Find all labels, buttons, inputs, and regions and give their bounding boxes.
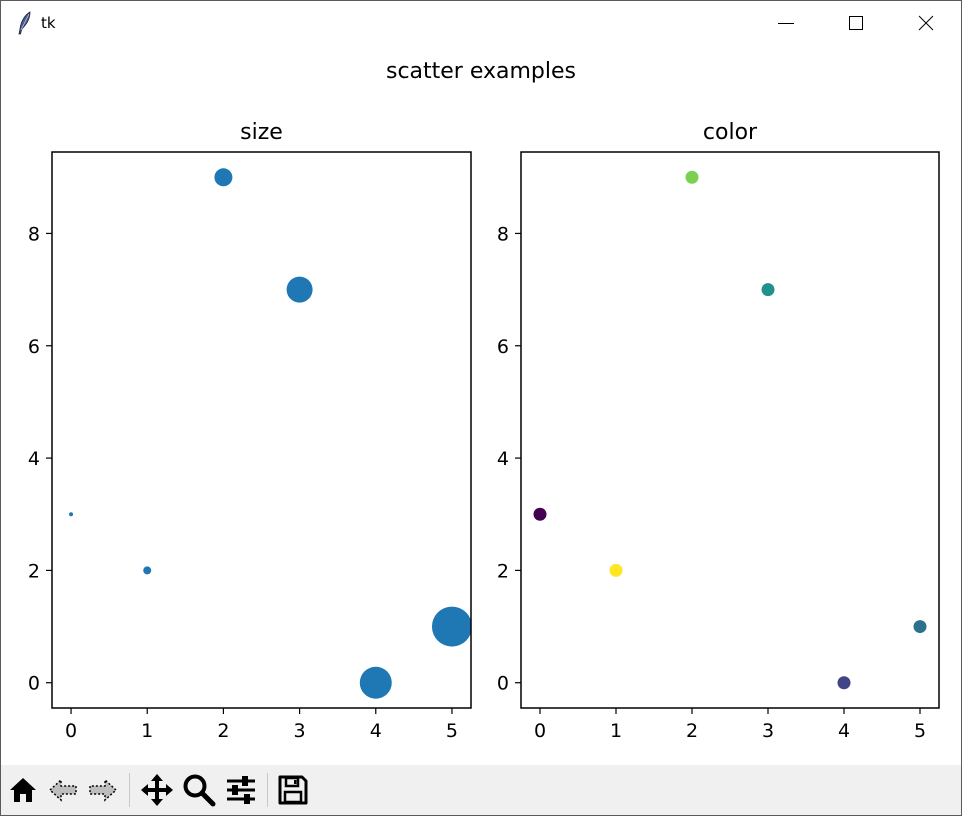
zoom-icon (183, 774, 216, 807)
x-tick-label: 5 (914, 720, 926, 742)
save-button[interactable] (275, 772, 311, 808)
y-tick-label: 8 (497, 223, 509, 245)
feather-icon (18, 11, 31, 35)
scatter-point (286, 276, 313, 303)
y-tick-label: 2 (28, 560, 40, 582)
axes-frame (51, 151, 472, 709)
y-tick-label: 0 (28, 673, 40, 695)
navigation-toolbar (1, 765, 961, 815)
scatter-point (69, 512, 74, 517)
scatter-point (359, 666, 392, 699)
scatter-point (609, 563, 623, 577)
pan-icon (141, 774, 173, 806)
back-icon (48, 778, 77, 802)
x-tick-label: 0 (65, 720, 77, 742)
maximize-icon (849, 16, 863, 30)
scatter-point (913, 620, 927, 634)
scatter-point (533, 507, 547, 521)
home-icon (10, 778, 36, 802)
configure-subplots-button[interactable] (223, 772, 259, 808)
forward-button[interactable] (85, 772, 121, 808)
scatter-point (837, 676, 851, 690)
y-tick-label: 4 (28, 448, 40, 470)
close-button[interactable] (891, 1, 961, 45)
x-tick-label: 1 (610, 720, 622, 742)
scatter-point (761, 283, 775, 297)
x-tick-label: 3 (762, 720, 774, 742)
x-tick-label: 3 (294, 720, 306, 742)
window-title: tk (41, 14, 56, 32)
minimize-icon (778, 23, 794, 24)
x-tick-label: 5 (446, 720, 458, 742)
x-tick-label: 2 (217, 720, 229, 742)
x-tick-label: 2 (686, 720, 698, 742)
minimize-button[interactable] (751, 1, 821, 45)
zoom-button[interactable] (181, 772, 217, 808)
toolbar-separator (267, 773, 268, 807)
scatter-point (431, 606, 471, 647)
scatter-point (143, 566, 152, 575)
x-tick-label: 0 (534, 720, 546, 742)
maximize-button[interactable] (821, 1, 891, 45)
figure-suptitle: scatter examples (386, 59, 576, 84)
toolbar-separator (129, 773, 130, 807)
y-tick-label: 6 (28, 336, 40, 358)
back-button[interactable] (45, 772, 81, 808)
scatter-point (685, 170, 699, 184)
pan-button[interactable] (139, 772, 175, 808)
figure-canvas[interactable]: scatter examples size 0 1 2 3 4 5 0 2 4 6 8 color 0 1 2… (1, 45, 961, 765)
scatter-point (214, 168, 233, 187)
y-tick-label: 4 (497, 448, 509, 470)
title-bar[interactable]: tk (1, 1, 961, 45)
subplot-title: size (240, 120, 283, 145)
axes-frame (520, 151, 940, 709)
y-tick-label: 6 (497, 336, 509, 358)
y-tick-label: 8 (28, 223, 40, 245)
y-tick-label: 2 (497, 560, 509, 582)
subplot-title: color (703, 120, 758, 145)
save-icon (278, 775, 308, 805)
configure-subplots-icon (227, 776, 255, 804)
x-tick-label: 4 (838, 720, 850, 742)
forward-icon (89, 778, 118, 802)
y-tick-label: 0 (497, 673, 509, 695)
figure-svg: scatter examples size 0 1 2 3 4 5 0 2 4 6 8 color 0 1 2… (28, 59, 940, 742)
x-tick-label: 1 (141, 720, 153, 742)
home-button[interactable] (5, 772, 41, 808)
x-tick-label: 4 (370, 720, 382, 742)
close-icon (918, 15, 934, 31)
